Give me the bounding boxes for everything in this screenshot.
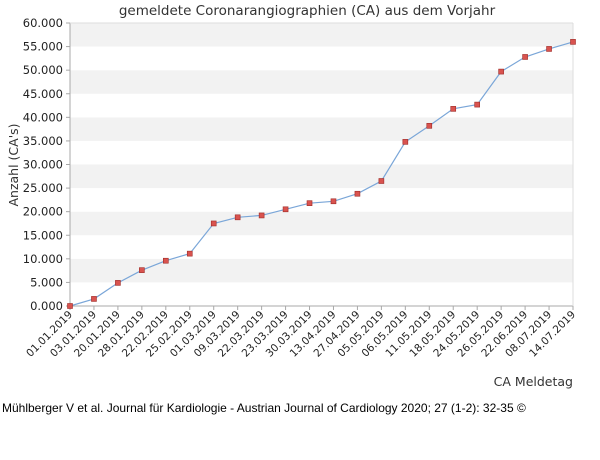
grid-band — [70, 211, 573, 236]
citation: Mühlberger V et al. Journal für Kardiolo… — [2, 401, 526, 415]
y-tick-label: 5.000 — [30, 275, 63, 289]
x-axis-ticks: 01.01.201903.01.201920.01.201928.01.2019… — [24, 306, 578, 360]
data-point — [234, 214, 241, 221]
y-tick-label: 50.000 — [23, 63, 63, 77]
data-point — [570, 39, 576, 45]
data-point — [450, 106, 457, 112]
data-point — [522, 54, 528, 60]
grid-band — [70, 188, 573, 212]
y-tick-label: 55.000 — [23, 40, 63, 54]
data-point — [258, 212, 265, 219]
chart-title: gemeldete Coronarangiographien (CA) aus … — [119, 3, 496, 19]
grid-band — [70, 93, 573, 118]
data-point — [282, 206, 289, 213]
y-tick-label: 45.000 — [23, 87, 63, 101]
data-point — [91, 296, 97, 302]
data-point — [498, 68, 504, 75]
series-line — [69, 41, 574, 307]
y-tick-label: 25.000 — [23, 181, 63, 195]
data-point — [402, 139, 409, 145]
data-point — [210, 220, 217, 227]
grid-band — [70, 258, 573, 283]
data-point — [163, 257, 169, 264]
y-tick-label: 0.000 — [30, 299, 63, 313]
grid-band — [70, 117, 573, 141]
data-point — [186, 250, 193, 257]
grid-band — [70, 235, 573, 259]
y-tick-label: 10.000 — [23, 252, 63, 266]
y-tick-label: 20.000 — [23, 205, 63, 219]
data-point — [546, 46, 552, 52]
grid-band — [70, 70, 573, 94]
y-axis-label: Anzahl (CA's) — [6, 123, 21, 206]
data-point — [426, 123, 433, 129]
x-axis-label: CA Meldetag — [494, 374, 573, 389]
data-point — [139, 267, 145, 273]
grid-band — [70, 282, 573, 306]
line-chart: gemeldete Coronarangiographien (CA) aus … — [6, 3, 578, 389]
series-markers — [67, 39, 576, 309]
data-point — [330, 198, 337, 205]
grid-band — [70, 23, 573, 47]
grid-band — [70, 46, 573, 71]
y-tick-label: 40.000 — [23, 110, 63, 124]
y-tick-label: 35.000 — [23, 134, 63, 148]
y-tick-label: 30.000 — [23, 158, 63, 172]
data-point — [115, 280, 121, 286]
data-point — [474, 101, 480, 108]
grid-band — [70, 164, 573, 189]
grid-band — [70, 140, 573, 165]
data-point — [354, 190, 361, 197]
data-point — [306, 200, 313, 206]
plot-bands — [70, 23, 573, 306]
y-tick-label: 15.000 — [23, 228, 63, 242]
data-point — [378, 178, 385, 184]
y-tick-label: 60.000 — [23, 16, 63, 30]
data-point — [67, 303, 73, 309]
y-axis-ticks: 0.000 5.000 10.000 15.000 20.000 25.000 30.000… — [23, 16, 70, 313]
